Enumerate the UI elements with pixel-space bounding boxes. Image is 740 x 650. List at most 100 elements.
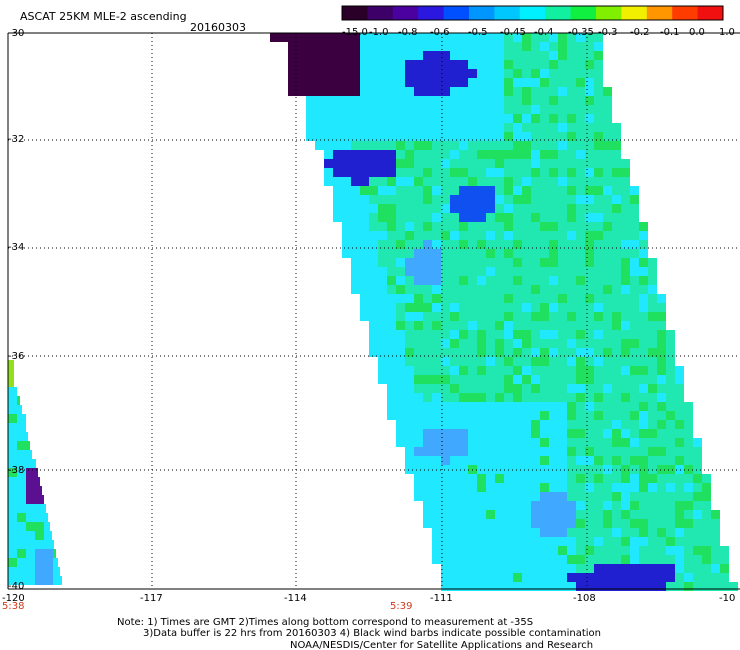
swath-cell	[450, 249, 459, 258]
swath-cell	[693, 492, 702, 501]
swath-cell	[396, 420, 405, 429]
swath-cell	[693, 537, 702, 546]
swath-cell	[387, 177, 396, 186]
swath-cell	[621, 402, 630, 411]
swath-cell	[8, 486, 17, 495]
swath-cell	[648, 546, 657, 555]
swath-cell	[621, 267, 630, 276]
swath-cell	[486, 168, 495, 177]
swath-cell	[486, 573, 495, 582]
swath-cell	[585, 546, 594, 555]
swath-cell	[477, 501, 486, 510]
swath-cell	[612, 141, 621, 150]
swath-cell	[477, 582, 486, 591]
swath-cell	[441, 429, 450, 438]
swath-cell	[531, 420, 540, 429]
swath-cell	[441, 114, 450, 123]
swath-cell	[17, 414, 26, 423]
swath-cell	[468, 402, 477, 411]
swath-cell	[351, 231, 360, 240]
swath-cell	[8, 378, 14, 387]
swath-cell	[558, 375, 567, 384]
swath-cell	[26, 441, 30, 450]
swath-cell	[630, 393, 639, 402]
swath-cell	[612, 429, 621, 438]
swath-cell	[405, 186, 414, 195]
swath-cell	[441, 87, 450, 96]
swath-cell	[657, 555, 666, 564]
swath-cell	[396, 357, 405, 366]
swath-cell	[630, 375, 639, 384]
swath-cell	[540, 240, 549, 249]
swath-cell	[639, 483, 648, 492]
swath-cell	[621, 555, 630, 564]
swath-cell	[648, 447, 657, 456]
swath-cell	[17, 549, 26, 558]
swath-cell	[630, 348, 639, 357]
time-label: 5:38	[2, 601, 24, 612]
swath-cell	[513, 132, 522, 141]
swath-cell	[639, 546, 648, 555]
swath-cell	[594, 168, 603, 177]
swath-cell	[324, 78, 333, 87]
swath-cell	[522, 402, 531, 411]
swath-cell	[432, 339, 441, 348]
colorbar-tick-label: -1.0	[369, 27, 389, 38]
swath-cell	[468, 483, 477, 492]
swath-cell	[576, 285, 585, 294]
swath-cell	[540, 213, 549, 222]
swath-cell	[387, 204, 396, 213]
swath-cell	[387, 51, 396, 60]
swath-cell	[630, 564, 639, 573]
swath-cell	[44, 567, 53, 576]
swath-cell	[441, 78, 450, 87]
swath-cell	[558, 465, 567, 474]
swath-cell	[666, 357, 675, 366]
swath-cell	[603, 168, 612, 177]
swath-cell	[495, 222, 504, 231]
swath-cell	[603, 501, 612, 510]
swath-cell	[639, 285, 648, 294]
swath-cell	[396, 222, 405, 231]
swath-cell	[414, 420, 423, 429]
swath-cell	[504, 285, 513, 294]
swath-cell	[720, 555, 729, 564]
swath-cell	[486, 582, 495, 591]
swath-cell	[423, 348, 432, 357]
swath-cell	[567, 537, 576, 546]
swath-cell	[585, 537, 594, 546]
swath-cell	[504, 276, 513, 285]
swath-cell	[513, 69, 522, 78]
swath-cell	[26, 459, 35, 468]
swath-cell	[414, 384, 423, 393]
swath-cell	[675, 429, 684, 438]
swath-cell	[459, 483, 468, 492]
swath-cell	[486, 60, 495, 69]
swath-cell	[540, 420, 549, 429]
swath-cell	[531, 357, 540, 366]
swath-cell	[675, 564, 684, 573]
swath-cell	[360, 168, 369, 177]
swath-cell	[594, 582, 603, 591]
swath-cell	[603, 474, 612, 483]
swath-cell	[405, 285, 414, 294]
swath-cell	[396, 258, 405, 267]
swath-cell	[459, 447, 468, 456]
swath-cell	[387, 60, 396, 69]
swath-cell	[531, 528, 540, 537]
swath-cell	[504, 141, 513, 150]
swath-cell	[612, 393, 621, 402]
swath-cell	[450, 78, 459, 87]
swath-cell	[567, 375, 576, 384]
swath-cell	[17, 441, 26, 450]
swath-cell	[540, 159, 549, 168]
swath-cell	[423, 159, 432, 168]
swath-cell	[576, 519, 585, 528]
swath-cell	[306, 33, 315, 42]
swath-cell	[486, 258, 495, 267]
swath-cell	[621, 285, 630, 294]
swath-cell	[504, 132, 513, 141]
swath-cell	[396, 429, 405, 438]
swath-cell	[405, 348, 414, 357]
